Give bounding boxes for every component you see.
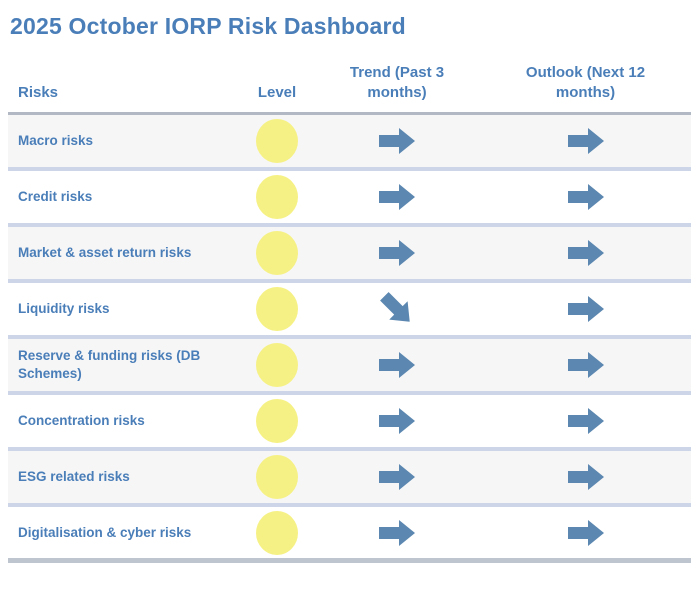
risk-name: Reserve & funding risks (DB Schemes) bbox=[18, 348, 201, 381]
risk-name: Macro risks bbox=[18, 133, 94, 149]
table-row-concentration-risks: Concentration risks bbox=[8, 395, 691, 451]
outlook-cell bbox=[480, 451, 691, 503]
table-row-reserve-funding-risks: Reserve & funding risks (DB Schemes) bbox=[8, 339, 691, 395]
outlook-cell bbox=[480, 171, 691, 223]
level-cell bbox=[240, 227, 314, 279]
level-cell bbox=[240, 507, 314, 558]
trend-arrow-icon bbox=[379, 240, 415, 266]
level-indicator-icon bbox=[256, 399, 298, 443]
level-indicator-icon bbox=[256, 510, 298, 555]
table-row-credit-risks: Credit risks bbox=[8, 171, 691, 227]
table-row-macro-risks: Macro risks bbox=[8, 115, 691, 171]
trend-arrow-icon bbox=[379, 128, 415, 154]
outlook-arrow-icon bbox=[568, 184, 604, 210]
column-header-outlook-label: Outlook (Next 12 months) bbox=[525, 63, 646, 101]
table-row-digitalisation-cyber-risks: Digitalisation & cyber risks bbox=[8, 507, 691, 563]
trend-arrow-icon bbox=[379, 464, 415, 490]
risk-name: Liquidity risks bbox=[18, 301, 110, 317]
table-row-liquidity-risks: Liquidity risks bbox=[8, 283, 691, 339]
outlook-arrow-icon bbox=[568, 408, 604, 434]
trend-cell bbox=[314, 115, 480, 167]
trend-cell bbox=[314, 227, 480, 279]
outlook-cell bbox=[480, 507, 691, 558]
outlook-arrow-icon bbox=[568, 296, 604, 322]
outlook-arrow-icon bbox=[568, 240, 604, 266]
outlook-arrow-icon bbox=[568, 128, 604, 154]
level-cell bbox=[240, 395, 314, 447]
trend-cell bbox=[314, 395, 480, 447]
outlook-arrow-icon bbox=[568, 464, 604, 490]
table-row-esg-related-risks: ESG related risks bbox=[8, 451, 691, 507]
trend-arrow-icon bbox=[379, 352, 415, 378]
trend-arrow-down-right-icon bbox=[375, 287, 419, 331]
risk-name: ESG related risks bbox=[18, 469, 130, 485]
column-header-risks: Risks bbox=[18, 83, 59, 101]
outlook-cell bbox=[480, 339, 691, 391]
level-indicator-icon bbox=[256, 343, 298, 387]
level-indicator-icon bbox=[256, 287, 298, 331]
column-header-trend-label: Trend (Past 3 months) bbox=[349, 63, 445, 101]
trend-arrow-icon bbox=[379, 184, 415, 210]
risk-name: Digitalisation & cyber risks bbox=[18, 524, 192, 540]
level-indicator-icon bbox=[256, 231, 298, 275]
outlook-cell bbox=[480, 283, 691, 335]
table-row-market-asset-return-risks: Market & asset return risks bbox=[8, 227, 691, 283]
outlook-arrow-icon bbox=[568, 520, 604, 546]
trend-arrow-icon bbox=[379, 520, 415, 546]
column-header-outlook: Outlook (Next 12 months) bbox=[480, 63, 691, 104]
level-cell bbox=[240, 339, 314, 391]
risk-dashboard-table: Risks Level Trend (Past 3 months) Outloo… bbox=[8, 47, 691, 563]
trend-arrow-icon bbox=[379, 408, 415, 434]
trend-cell bbox=[314, 451, 480, 503]
level-indicator-icon bbox=[256, 455, 298, 499]
level-cell bbox=[240, 451, 314, 503]
level-cell bbox=[240, 171, 314, 223]
risk-name: Credit risks bbox=[18, 189, 93, 205]
trend-cell bbox=[314, 339, 480, 391]
level-cell bbox=[240, 283, 314, 335]
level-cell bbox=[240, 115, 314, 167]
risk-name: Concentration risks bbox=[18, 413, 145, 429]
level-indicator-icon bbox=[256, 119, 298, 163]
outlook-arrow-icon bbox=[568, 352, 604, 378]
outlook-cell bbox=[480, 227, 691, 279]
trend-cell bbox=[314, 507, 480, 558]
column-header-trend: Trend (Past 3 months) bbox=[314, 63, 480, 104]
trend-cell bbox=[314, 171, 480, 223]
page-title: 2025 October IORP Risk Dashboard bbox=[10, 13, 406, 39]
outlook-cell bbox=[480, 115, 691, 167]
level-indicator-icon bbox=[256, 175, 298, 219]
trend-cell bbox=[314, 283, 480, 335]
column-header-level: Level bbox=[257, 83, 297, 101]
risk-name: Market & asset return risks bbox=[18, 245, 192, 261]
table-header-row: Risks Level Trend (Past 3 months) Outloo… bbox=[8, 47, 691, 115]
outlook-cell bbox=[480, 395, 691, 447]
